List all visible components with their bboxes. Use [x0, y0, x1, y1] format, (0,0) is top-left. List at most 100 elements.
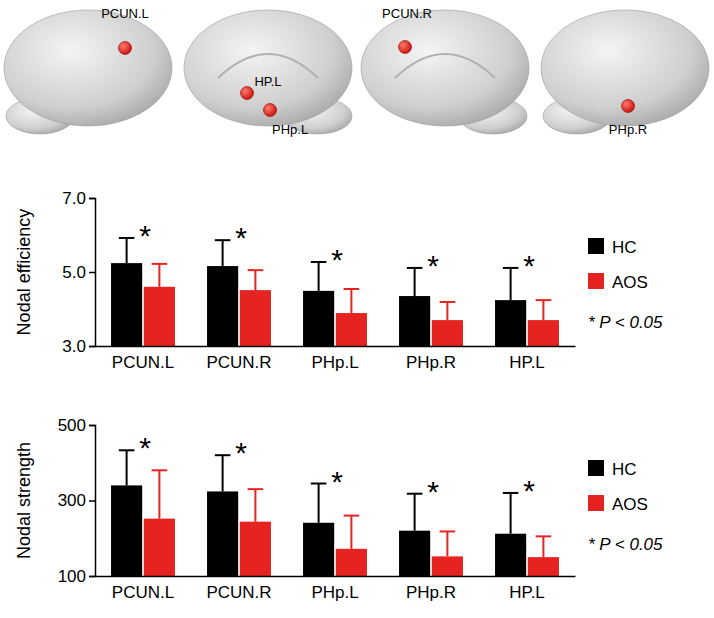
region-label: PCUN.R — [382, 6, 432, 21]
error-bar-stem — [254, 270, 256, 290]
error-bar-stem — [446, 302, 448, 320]
bar — [111, 263, 142, 346]
error-bar-cap — [119, 237, 135, 239]
x-tick: HP.L — [509, 576, 545, 602]
legend-note: * P < 0.05 — [588, 535, 663, 554]
bar — [303, 523, 334, 576]
error-bar-cap — [536, 535, 552, 537]
legend-label: HC — [612, 238, 637, 257]
bar-chart: 100300500PCUN.LPCUN.RPHp.LPHp.RHP.LNodal… — [14, 416, 663, 602]
region-label: PHp.L — [272, 122, 308, 137]
bar — [528, 557, 559, 576]
brain-hemisphere — [184, 10, 352, 126]
error-bar-stem — [158, 264, 160, 287]
error-bar — [248, 489, 264, 521]
significance-marker: * — [427, 249, 439, 282]
significance-marker: * — [331, 465, 343, 498]
region-node — [241, 87, 254, 100]
plot-area — [111, 450, 559, 576]
bar — [303, 291, 334, 346]
x-axis: PCUN.L PCUN.R PHp.L PHp.R HP.L — [96, 346, 576, 372]
x-tick-label: HP.L — [509, 583, 545, 602]
error-bar — [344, 289, 360, 313]
error-bar-cap — [440, 530, 456, 532]
error-bar-cap — [440, 301, 456, 303]
error-bar — [440, 302, 456, 320]
error-bar-stem — [542, 300, 544, 320]
y-tick: 3.0 — [62, 337, 95, 356]
error-bar-stem — [510, 268, 512, 300]
error-bar — [119, 450, 135, 485]
region-node — [119, 42, 132, 55]
error-bar-cap — [407, 493, 423, 495]
x-tick: PCUN.R — [206, 576, 271, 602]
bar — [528, 320, 559, 346]
brain-hemisphere — [361, 10, 529, 126]
x-tick-label: PCUN.R — [206, 353, 271, 372]
x-tick-label: PHp.L — [311, 353, 358, 372]
error-bar — [407, 268, 423, 296]
error-bar-cap — [311, 483, 327, 485]
brain-hemisphere — [541, 10, 709, 126]
error-bar-cap — [248, 488, 264, 490]
bar-chart: 3.05.07.0PCUN.LPCUN.RPHp.LPHp.RHP.LNodal… — [14, 189, 663, 372]
bar — [207, 491, 238, 576]
bar — [144, 519, 175, 576]
y-tick-label: 7.0 — [62, 189, 86, 208]
y-tick: 300 — [58, 491, 95, 510]
y-axis: 100 300 500 — [58, 416, 96, 586]
error-bar-stem — [542, 536, 544, 557]
error-bar-cap — [344, 288, 360, 290]
error-bar-stem — [318, 262, 320, 291]
error-bar — [503, 268, 519, 300]
y-tick: 100 — [58, 567, 95, 586]
error-bar-cap — [119, 449, 135, 451]
error-bar-cap — [215, 239, 231, 241]
significance-marker: * — [235, 436, 247, 469]
bar — [495, 534, 526, 576]
y-tick-label: 500 — [58, 416, 86, 435]
x-tick: PHp.R — [406, 576, 456, 602]
x-tick-label: PHp.L — [311, 583, 358, 602]
bar — [240, 522, 271, 576]
error-bar — [311, 484, 327, 523]
x-axis-line — [96, 346, 576, 348]
error-bar — [152, 264, 168, 287]
y-tick: 500 — [58, 416, 95, 435]
significance-marker: * — [139, 431, 151, 464]
error-bar-cap — [503, 267, 519, 269]
error-bar-stem — [350, 516, 352, 549]
error-bar-stem — [414, 268, 416, 296]
error-bar-cap — [311, 261, 327, 263]
error-bar-cap — [152, 469, 168, 471]
region-label: PCUN.L — [101, 6, 149, 21]
x-tick: HP.L — [509, 346, 545, 372]
y-tick-label: 100 — [58, 567, 86, 586]
error-bar-stem — [318, 484, 320, 523]
x-tick: PHp.R — [406, 346, 456, 372]
legend-swatch — [588, 460, 604, 476]
error-bar-stem — [222, 240, 224, 266]
region-node — [264, 104, 277, 117]
y-tick-label: 300 — [58, 491, 86, 510]
x-axis: PCUN.LPCUN.RPHp.LPHp.RHP.L — [96, 576, 576, 602]
y-axis: 3.0 5.0 7.0 — [62, 189, 95, 356]
error-bar-cap — [407, 267, 423, 269]
error-bar — [344, 516, 360, 549]
brain-sulcus — [395, 54, 495, 78]
error-bar-stem — [126, 450, 128, 485]
bar — [495, 300, 526, 346]
y-tick-mark — [89, 346, 95, 348]
legend-note: * P < 0.05 — [588, 313, 663, 332]
y-tick-mark — [89, 272, 95, 274]
error-bar-stem — [510, 493, 512, 534]
plot-area — [111, 238, 559, 346]
region-node — [622, 100, 635, 113]
error-bar — [536, 536, 552, 557]
x-tick: PCUN.L — [112, 346, 174, 372]
legend-swatch — [588, 273, 604, 289]
bar — [336, 313, 367, 346]
x-tick-label: PCUN.L — [112, 353, 174, 372]
y-tick: 5.0 — [62, 263, 95, 282]
significance-marker: * — [523, 474, 535, 507]
